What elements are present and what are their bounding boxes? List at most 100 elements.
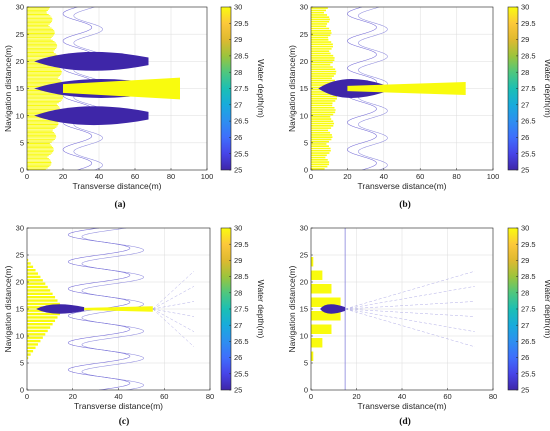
y-tick-label: 20 <box>16 278 24 287</box>
x-tick-label: 80 <box>452 172 460 181</box>
x-axis-label: Transverse distance(m) <box>358 401 447 411</box>
colorbar <box>221 7 231 170</box>
colorbar-tick-label: 25 <box>521 386 529 395</box>
panel-label: (d) <box>399 416 411 427</box>
wake-ridge <box>152 271 195 310</box>
colorbar-tick-label: 29 <box>234 256 242 265</box>
x-tick-label: 80 <box>489 392 497 401</box>
x-tick-label: 100 <box>487 172 500 181</box>
colorbar-tick-label: 25 <box>521 166 529 175</box>
y-axis-label: Navigation distance(m) <box>3 45 13 132</box>
y-tick-label: 25 <box>300 251 308 260</box>
colorbar-tick-label: 27 <box>521 321 529 330</box>
deep-lobe <box>34 51 149 71</box>
x-tick-label: 100 <box>201 172 214 181</box>
colorbar-tick-label: 29.5 <box>234 19 249 28</box>
y-tick-label: 15 <box>16 84 24 93</box>
colorbar-tick-label: 27 <box>234 100 242 109</box>
colorbar <box>508 7 518 170</box>
colorbar-tick-label: 26 <box>234 353 242 362</box>
colorbar-tick-label: 29.5 <box>521 19 536 28</box>
colorbar-tick-label: 25.5 <box>521 369 536 378</box>
panel-label: (a) <box>114 199 125 210</box>
y-tick-label: 30 <box>300 224 308 233</box>
wake-ridge <box>345 308 475 332</box>
chart-panel-2: 0 20 40 60 80 100 0 5 10 15 20 25 30 Transverse dista… <box>287 3 550 210</box>
colorbar-tick-label: 29 <box>521 35 529 44</box>
x-tick-label: 80 <box>167 172 175 181</box>
y-tick-label: 15 <box>300 84 308 93</box>
colorbar-tick-label: 28.5 <box>234 272 249 281</box>
y-tick-label: 5 <box>304 359 308 368</box>
x-tick-label: 60 <box>443 392 451 401</box>
x-tick-label: 40 <box>380 172 388 181</box>
colorbar-tick-label: 27 <box>234 321 242 330</box>
wake-ridge <box>345 286 475 310</box>
y-tick-label: 0 <box>20 166 24 175</box>
colorbar-tick-label: 26.5 <box>521 337 536 346</box>
colorbar-tick-label: 27.5 <box>234 305 249 314</box>
colorbar-tick-label: 29.5 <box>521 240 536 249</box>
chart-panel-1: 0 20 40 60 80 100 0 5 10 15 20 25 30 Transverse dista… <box>3 3 266 210</box>
x-tick-label: 40 <box>114 392 122 401</box>
colorbar-tick-label: 26.5 <box>234 117 249 126</box>
colorbar <box>508 228 518 390</box>
deep-lobe <box>34 106 149 126</box>
y-tick-label: 25 <box>16 251 24 260</box>
y-tick-label: 0 <box>304 166 308 175</box>
colorbar-tick-label: 28 <box>521 288 529 297</box>
x-tick-label: 20 <box>343 172 351 181</box>
colorbar-tick-label: 27.5 <box>521 305 536 314</box>
y-tick-label: 30 <box>16 224 24 233</box>
colorbar-tick-label: 25 <box>234 166 242 175</box>
y-tick-label: 5 <box>20 138 24 147</box>
colorbar <box>221 228 231 390</box>
y-tick-label: 0 <box>20 386 24 395</box>
colorbar-label: Water depth(m) <box>543 59 550 118</box>
x-tick-label: 0 <box>25 172 29 181</box>
x-axis-label: Transverse distance(m) <box>358 181 447 191</box>
x-axis-label: Transverse distance(m) <box>73 181 162 191</box>
wake-ridge <box>345 301 475 310</box>
deep-lobe <box>320 304 346 314</box>
colorbar-tick-label: 25.5 <box>521 149 536 158</box>
x-tick-label: 20 <box>352 392 360 401</box>
wake-ridge <box>152 301 195 310</box>
colorbar-tick-label: 26.5 <box>521 117 536 126</box>
y-axis-label: Navigation distance(m) <box>3 265 13 352</box>
y-axis-label: Navigation distance(m) <box>287 45 297 132</box>
wake-ridge <box>345 270 475 310</box>
wake-field <box>27 7 180 170</box>
y-tick-label: 0 <box>304 386 308 395</box>
colorbar-label: Water depth(m) <box>256 280 266 339</box>
colorbar-tick-label: 27.5 <box>234 84 249 93</box>
colorbar-tick-label: 28.5 <box>234 52 249 61</box>
panel-label: (c) <box>119 416 130 427</box>
colorbar-tick-label: 28 <box>234 288 242 297</box>
y-tick-label: 30 <box>300 3 308 12</box>
colorbar-tick-label: 26 <box>521 353 529 362</box>
shallow-spike <box>347 81 466 96</box>
wake-ridge <box>345 308 475 317</box>
chart-panel-4: 0 20 40 60 80 0 5 10 15 20 25 30 Transverse distance… <box>287 224 550 427</box>
x-tick-label: 40 <box>95 172 103 181</box>
shallow-spike <box>84 306 153 312</box>
y-tick-label: 10 <box>16 332 24 341</box>
y-tick-label: 10 <box>300 332 308 341</box>
colorbar-tick-label: 30 <box>521 3 529 12</box>
panel-label: (b) <box>399 199 411 210</box>
x-tick-label: 40 <box>398 392 406 401</box>
y-tick-label: 10 <box>300 111 308 120</box>
wake-field <box>311 228 475 390</box>
colorbar-tick-label: 30 <box>234 224 242 233</box>
y-tick-label: 20 <box>300 278 308 287</box>
deep-lobe <box>36 304 85 314</box>
y-tick-label: 15 <box>300 305 308 314</box>
colorbar-tick-label: 28 <box>234 68 242 77</box>
x-tick-label: 60 <box>131 172 139 181</box>
colorbar-tick-label: 29.5 <box>234 240 249 249</box>
colorbar-tick-label: 26 <box>234 133 242 142</box>
x-tick-label: 80 <box>206 392 214 401</box>
wake-ridge <box>152 308 195 332</box>
